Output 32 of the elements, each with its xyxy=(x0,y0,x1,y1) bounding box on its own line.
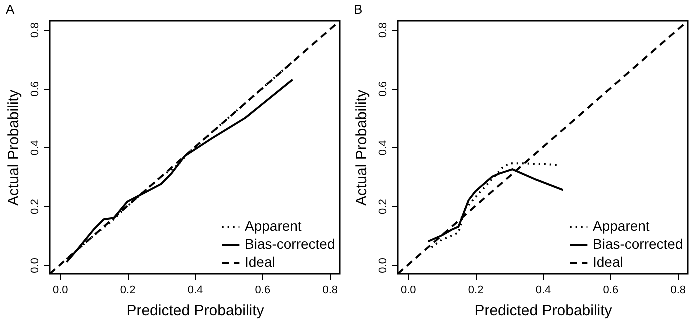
x-tick-label: 0.0 xyxy=(400,284,416,296)
x-tick-label: 0.6 xyxy=(603,284,619,296)
x-tick-label: 0.6 xyxy=(255,284,271,296)
y-tick-label: 0.0 xyxy=(30,258,42,274)
legend-label: Ideal xyxy=(593,254,624,270)
y-tick-label: 0.8 xyxy=(378,22,390,38)
y-tick-label: 0.6 xyxy=(30,82,42,97)
y-tick-label: 0.6 xyxy=(378,82,390,97)
x-axis-title: Predicted Probability xyxy=(474,302,613,320)
chart-title: B xyxy=(354,2,363,17)
y-tick-label: 0.2 xyxy=(378,199,390,214)
x-tick-label: 0.0 xyxy=(52,284,68,296)
legend-label: Ideal xyxy=(245,254,276,270)
x-axis-title: Predicted Probability xyxy=(126,302,265,320)
y-axis-title: Actual Probability xyxy=(6,90,22,206)
y-tick-label: 0.4 xyxy=(378,140,390,156)
legend-label: Bias-corrected xyxy=(593,236,684,252)
x-tick-label: 0.8 xyxy=(322,284,338,296)
x-tick-label: 0.4 xyxy=(536,284,552,296)
y-tick-label: 0.2 xyxy=(30,199,42,214)
y-tick-label: 0.4 xyxy=(30,140,42,156)
y-tick-label: 0.0 xyxy=(378,258,390,274)
legend-label: Bias-corrected xyxy=(245,236,336,252)
x-tick-label: 0.4 xyxy=(188,284,204,296)
y-axis-title: Actual Probability xyxy=(354,90,370,206)
x-tick-label: 0.8 xyxy=(670,284,686,296)
y-tick-label: 0.8 xyxy=(30,22,42,38)
legend-label: Apparent xyxy=(593,218,650,234)
legend-label: Apparent xyxy=(245,218,302,234)
x-tick-label: 0.2 xyxy=(468,284,484,296)
chart-title: A xyxy=(6,2,15,17)
x-tick-label: 0.2 xyxy=(120,284,136,296)
